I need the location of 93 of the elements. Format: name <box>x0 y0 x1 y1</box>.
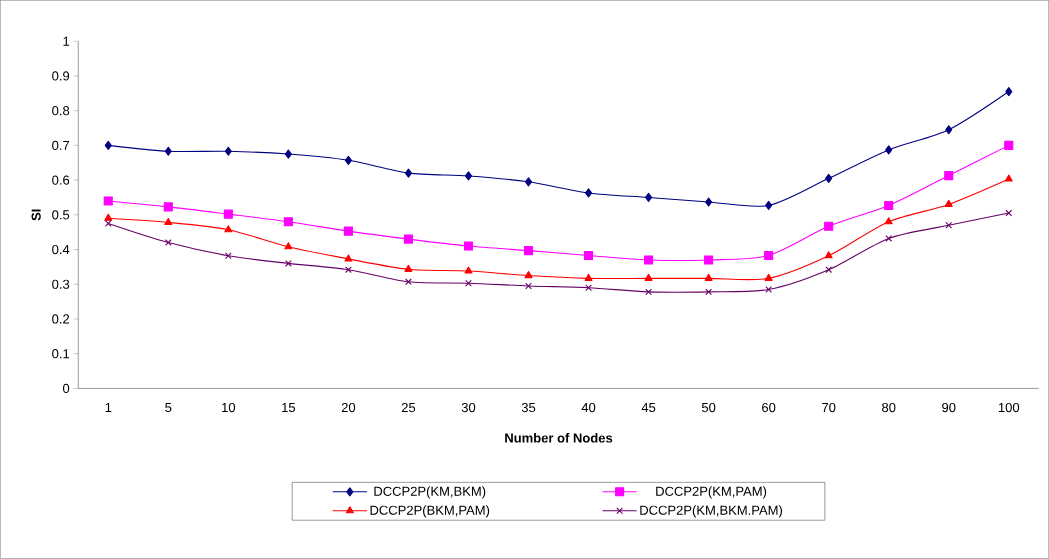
x-tick-label: 90 <box>942 403 956 413</box>
point <box>344 155 352 165</box>
point <box>164 218 173 226</box>
x-tick-label: 70 <box>822 403 836 413</box>
y-tick-label: 0 <box>62 383 70 394</box>
point <box>104 140 112 151</box>
y-tick-label: 1 <box>63 36 70 46</box>
point <box>584 188 593 198</box>
x-tick-label: 60 <box>762 403 776 413</box>
y-tick-label: 0.5 <box>52 210 70 220</box>
point <box>704 255 714 265</box>
point <box>1004 140 1014 151</box>
y-tick-label: 0.3 <box>52 279 70 289</box>
point <box>103 196 113 206</box>
y-tick-label: 0.9 <box>52 71 70 81</box>
point <box>465 279 472 287</box>
point <box>824 221 834 231</box>
point <box>525 282 532 290</box>
point <box>945 125 953 135</box>
x-tick-label: 5 <box>165 403 172 413</box>
legend-label: DCCP2P(KM,BKM) <box>374 486 486 499</box>
point <box>645 193 653 203</box>
x-tick-label: 25 <box>401 403 416 413</box>
point <box>944 171 954 181</box>
legend-label: DCCP2P(BKM,PAM) <box>370 505 490 518</box>
point <box>765 286 773 293</box>
y-tick-label: 0.1 <box>52 349 70 359</box>
point <box>463 241 474 251</box>
point <box>283 217 293 227</box>
point <box>825 173 833 184</box>
point <box>524 271 533 279</box>
point <box>405 278 412 286</box>
point <box>885 145 893 155</box>
y-tick-label: 0.8 <box>52 106 70 116</box>
y-tick-label: 0.7 <box>52 140 70 151</box>
point <box>585 284 592 292</box>
point <box>104 220 112 228</box>
point <box>164 146 172 156</box>
legend-label: DCCP2P(KM,PAM) <box>656 486 767 499</box>
point <box>403 234 413 244</box>
point <box>223 209 233 219</box>
x-tick-label: 80 <box>882 403 896 413</box>
point <box>284 149 292 159</box>
point <box>824 251 833 259</box>
x-tick-label: 50 <box>701 403 716 413</box>
x-tick-label: 15 <box>282 403 296 413</box>
point <box>224 252 232 260</box>
x-tick-label: 45 <box>641 403 656 413</box>
point <box>1005 87 1013 97</box>
point <box>464 266 473 274</box>
x-tick-label: 100 <box>998 403 1020 413</box>
x-tick-label: 1 <box>105 403 112 413</box>
y-tick-label: 0.4 <box>52 245 70 255</box>
point <box>584 273 593 282</box>
point <box>885 235 893 242</box>
y-axis-title: SI <box>31 209 41 221</box>
point <box>944 199 953 208</box>
point <box>464 171 473 181</box>
point <box>1004 174 1013 182</box>
legend-label: DCCP2P(KM,BKM.PAM) <box>640 505 783 518</box>
x-tick-label: 40 <box>581 403 596 413</box>
point <box>645 288 652 296</box>
point <box>404 168 412 178</box>
x-tick-label: 30 <box>461 403 476 413</box>
point <box>344 254 353 262</box>
point <box>164 239 172 247</box>
x-axis-title: Number of Nodes <box>505 433 613 443</box>
point <box>705 197 713 207</box>
x-tick-label: 20 <box>341 403 356 413</box>
point <box>224 225 233 233</box>
point <box>884 217 893 225</box>
x-tick-label: 35 <box>521 403 536 413</box>
point <box>343 226 353 236</box>
point <box>764 273 773 282</box>
point <box>404 264 413 273</box>
y-tick-label: 0.2 <box>52 314 70 324</box>
point <box>224 146 232 156</box>
x-tick-label: 10 <box>222 403 236 413</box>
point <box>104 213 113 221</box>
point <box>644 255 654 265</box>
point <box>884 201 894 211</box>
point <box>524 177 533 187</box>
point <box>523 246 534 256</box>
point <box>163 202 173 212</box>
point <box>583 251 594 261</box>
point <box>705 288 712 296</box>
point <box>765 201 773 211</box>
point <box>284 242 293 250</box>
point <box>704 273 713 282</box>
point <box>644 273 653 282</box>
point <box>1005 209 1013 217</box>
point <box>764 251 774 261</box>
y-tick-label: 0.6 <box>52 175 70 185</box>
